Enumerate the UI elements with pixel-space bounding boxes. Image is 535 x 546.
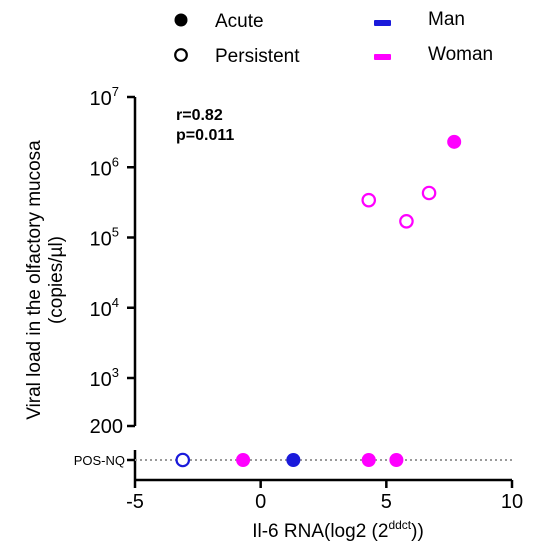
- x-axis: -5 0 5 10: [126, 478, 523, 513]
- x-axis-label: Il-6 RNA(log2 (2ddct)): [252, 518, 424, 542]
- data-point: [361, 453, 376, 467]
- legend-marker-persistent: [174, 48, 188, 62]
- data-point: [361, 192, 377, 208]
- x-tick-label: -5: [126, 491, 144, 513]
- stats-p: p=0.011: [176, 127, 234, 144]
- y-tick-label-exp: 3: [112, 365, 119, 380]
- stats-r: r=0.82: [176, 107, 223, 124]
- y-tick-label: 105: [90, 225, 119, 251]
- legend-label-acute: Acute: [215, 11, 264, 32]
- legend-label-man: Man: [428, 9, 465, 30]
- y-tick-label-exp: 5: [112, 225, 119, 240]
- x-tick-label: 5: [381, 491, 392, 513]
- y-tick-label-base: 10: [90, 369, 112, 391]
- data-points: [175, 134, 462, 468]
- data-point: [286, 453, 301, 467]
- y-tick-label: 104: [90, 295, 119, 321]
- data-point: [389, 453, 404, 467]
- data-point: [399, 214, 414, 229]
- y-axis-label-line1: Viral load in the olfactory mucosa: [24, 140, 45, 420]
- x-tick-label: 10: [501, 491, 523, 513]
- pos-nq-band: POS-NQ: [74, 450, 512, 480]
- y-tick-label-exp: 4: [112, 295, 119, 310]
- legend: Acute Persistent Man Woman: [174, 9, 493, 67]
- pos-nq-label: POS-NQ: [74, 453, 125, 468]
- y-tick-label-base: 10: [90, 158, 112, 180]
- y-tick-label-base: 10: [90, 229, 112, 251]
- x-axis-label-sup: ddct: [388, 518, 411, 532]
- x-axis-label-suffix: )): [411, 521, 424, 542]
- y-tick-label-exp: 7: [112, 84, 119, 99]
- data-point: [175, 452, 191, 468]
- data-point: [447, 134, 462, 149]
- legend-label-persistent: Persistent: [215, 46, 300, 67]
- y-tick-label: 106: [90, 154, 119, 180]
- x-tick-label: 0: [255, 491, 266, 513]
- legend-marker-acute: [174, 13, 188, 27]
- data-point: [421, 185, 437, 201]
- y-axis-label-line2: (copies/µl): [46, 236, 67, 324]
- y-tick-label: 103: [90, 365, 119, 391]
- y-tick-label-base: 10: [90, 88, 112, 110]
- y-tick-label: 107: [90, 84, 119, 110]
- x-axis-label-main: Il-6 RNA(log2 (2: [252, 521, 388, 542]
- y-tick-label-base: 10: [90, 299, 112, 321]
- y-tick-label-exp: 6: [112, 154, 119, 169]
- legend-label-woman: Woman: [428, 44, 493, 65]
- y-tick-label-200: 200: [90, 416, 123, 438]
- legend-marker-woman: [374, 54, 391, 60]
- data-point: [236, 453, 251, 467]
- legend-marker-man: [374, 20, 391, 26]
